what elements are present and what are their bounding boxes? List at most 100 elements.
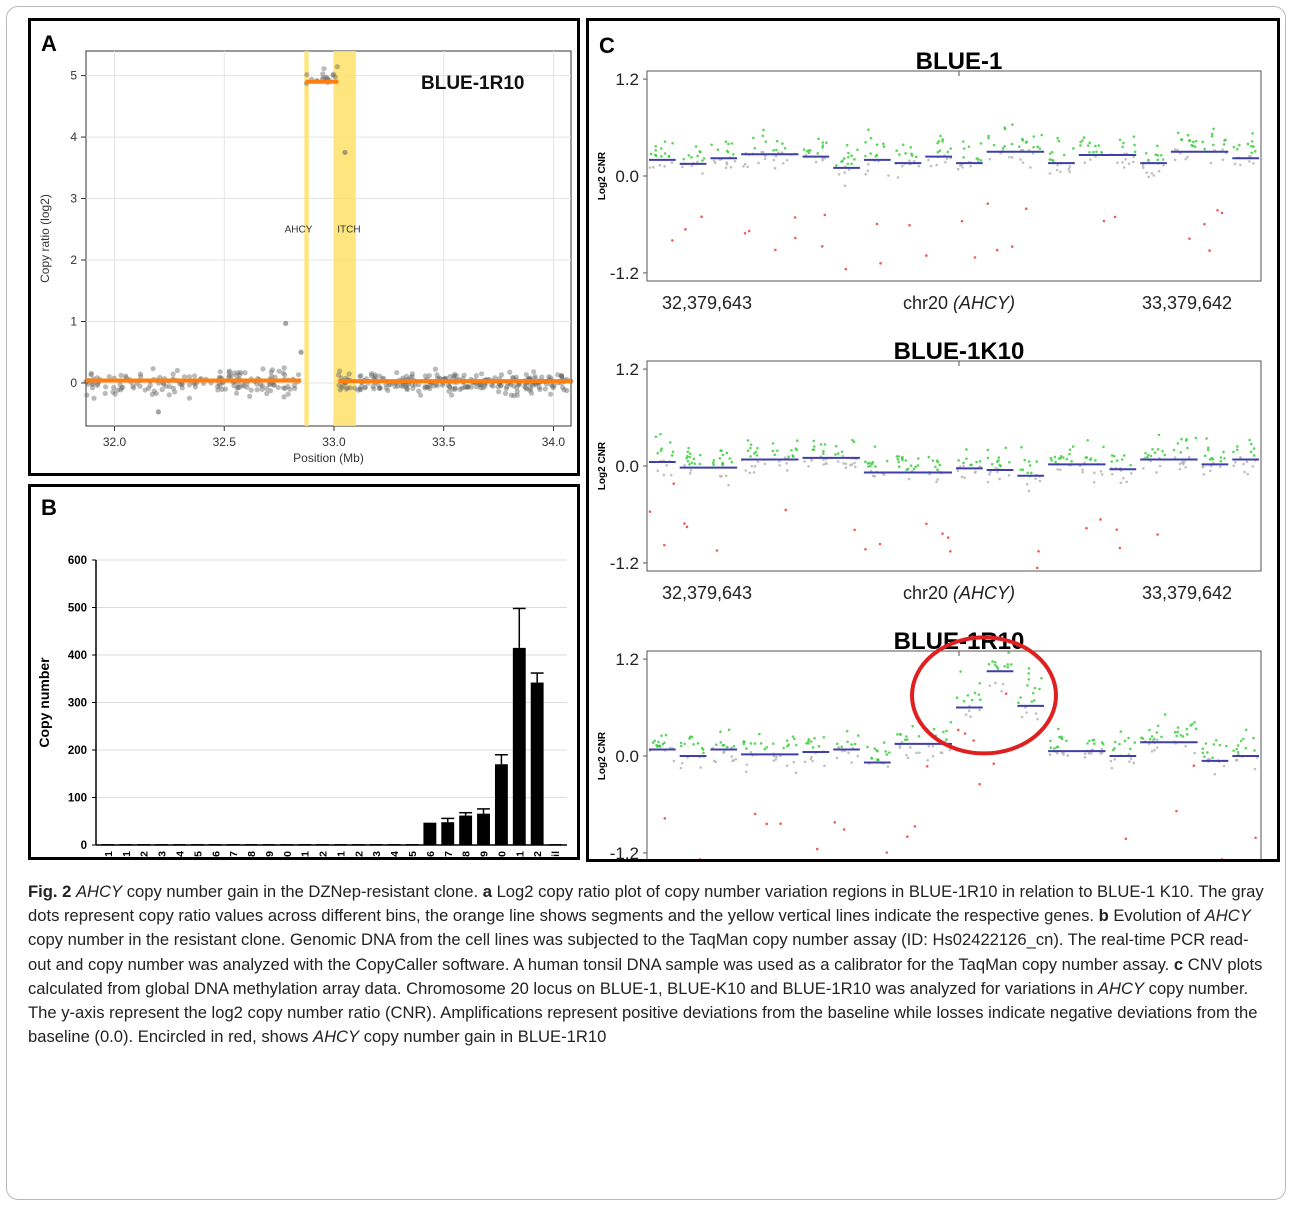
panel-b-letter: B	[41, 495, 57, 520]
cnr-point	[1086, 439, 1089, 442]
cnr-point	[986, 448, 990, 452]
copy-ratio-point	[424, 384, 430, 390]
cnr-point	[1030, 471, 1033, 475]
cnr-point	[1128, 747, 1132, 751]
cnr-point	[663, 152, 667, 155]
cnr-point	[808, 149, 812, 152]
cnr-point	[807, 739, 810, 743]
cnr-point	[915, 751, 918, 755]
cnr-point	[1056, 163, 1059, 167]
copy-ratio-point	[161, 381, 167, 387]
cnr-point	[994, 466, 998, 470]
copy-ratio-point	[445, 382, 451, 388]
caption-b-label: b	[1098, 906, 1109, 926]
cnr-point	[1153, 451, 1157, 455]
cnr-point	[1249, 450, 1253, 454]
cnr-point	[882, 142, 885, 146]
copy-ratio-point	[555, 372, 561, 378]
copy-ratio-point	[372, 374, 378, 380]
cnr-point	[1176, 730, 1180, 734]
cnr-point	[1156, 158, 1160, 162]
x-category-label: BLUE-1K8	[246, 851, 258, 857]
cnr-point	[1147, 453, 1150, 457]
plot-area	[646, 650, 1262, 862]
cnr-point	[1097, 144, 1101, 147]
copy-ratio-point	[461, 372, 467, 378]
cnr-point	[810, 459, 814, 462]
cnr-point	[681, 761, 684, 765]
copy-ratio-point	[238, 369, 244, 376]
cnr-point	[690, 156, 693, 159]
copy-ratio-point	[524, 386, 530, 392]
caption-a-text: Log2 copy ratio plot of copy number vari…	[28, 882, 1264, 926]
copy-ratio-point	[174, 367, 180, 374]
cnr-point	[811, 759, 814, 763]
copy-ratio-point	[426, 383, 433, 389]
cnr-point	[1219, 459, 1223, 463]
cnr-point	[805, 741, 808, 745]
copy-ratio-point	[477, 381, 483, 388]
cnr-point	[1184, 439, 1188, 442]
cnr-point	[1176, 148, 1179, 152]
cnr-point	[961, 166, 964, 169]
cnr-point	[847, 151, 850, 155]
cnr-point	[1189, 724, 1193, 727]
copy-ratio-point	[226, 374, 232, 380]
cnr-point	[716, 148, 720, 152]
cnr-point	[787, 455, 790, 458]
cnr-point	[1027, 678, 1031, 681]
cnr-point	[853, 158, 856, 161]
cnr-point	[773, 166, 777, 170]
y-tick-label: 1.2	[615, 360, 639, 379]
copy-ratio-point	[386, 381, 392, 388]
cnr-point	[1244, 746, 1248, 750]
cnr-point	[793, 236, 797, 240]
copy-ratio-point	[502, 390, 509, 396]
cnr-point	[688, 463, 691, 466]
cnr-point	[1017, 145, 1021, 148]
cnr-point	[1127, 753, 1131, 756]
cnr-point	[1034, 477, 1037, 481]
cnr-point	[901, 458, 904, 462]
cnr-point	[689, 468, 693, 472]
copy-ratio-point	[434, 383, 440, 389]
copy-ratio-point	[280, 385, 287, 391]
copy-ratio-point	[439, 382, 445, 388]
cnr-point	[962, 699, 966, 703]
copy-ratio-point	[291, 382, 297, 389]
cnr-point	[914, 155, 918, 159]
y-tick-label: 4	[70, 130, 77, 144]
copy-ratio-point	[110, 389, 116, 395]
x-category-label: BLUE-1R12	[532, 851, 544, 857]
cnr-point	[841, 454, 845, 458]
cnr-point	[1246, 472, 1249, 476]
cnr-point	[1178, 462, 1182, 466]
copy-ratio-point	[560, 384, 566, 390]
copy-ratio-point	[432, 366, 439, 372]
cnr-point	[672, 482, 676, 485]
cnr-point	[869, 464, 872, 468]
cnr-point	[873, 747, 876, 750]
cnr-point	[841, 159, 844, 162]
cnr-point	[1213, 772, 1217, 776]
copy-ratio-point	[321, 66, 327, 72]
cnr-point	[879, 262, 882, 265]
cnr-point	[1122, 166, 1126, 169]
copy-ratio-point	[510, 375, 516, 381]
cnr-point	[811, 448, 815, 451]
copy-ratio-point	[240, 382, 246, 388]
y-tick-label: 1	[70, 314, 77, 328]
copy-ratio-point	[368, 372, 375, 379]
cnr-point	[1208, 458, 1212, 461]
bar	[262, 844, 276, 846]
copy-ratio-point	[214, 383, 221, 390]
cnr-point	[1019, 696, 1022, 699]
cnr-point	[1176, 726, 1180, 729]
cnr-point	[1116, 161, 1119, 165]
x-tick-label: 33.5	[432, 435, 456, 449]
cnr-point	[956, 167, 960, 171]
cnr-point	[742, 740, 745, 743]
cnr-point	[1233, 162, 1237, 166]
cnr-point	[1010, 245, 1014, 248]
cnr-point	[1234, 460, 1237, 464]
